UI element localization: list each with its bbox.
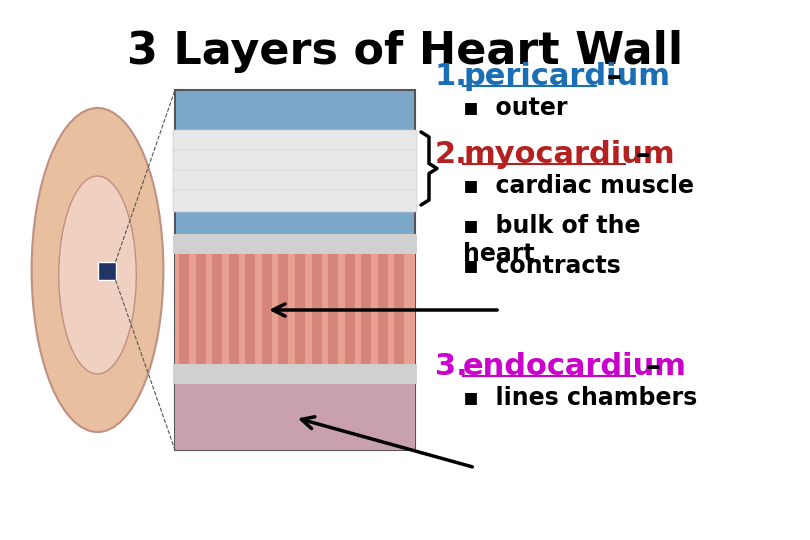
Text: myocardium: myocardium [463, 140, 675, 169]
Bar [361, 254, 371, 366]
FancyBboxPatch shape [173, 364, 417, 384]
Bar [394, 254, 404, 366]
Text: pericardium: pericardium [463, 62, 670, 91]
Text: endocardium: endocardium [463, 352, 687, 381]
Text: 3 Layers of Heart Wall: 3 Layers of Heart Wall [127, 30, 683, 73]
Bar [175, 90, 415, 450]
Text: –: – [625, 140, 651, 169]
Bar [245, 254, 255, 366]
Bar [345, 254, 355, 366]
Bar [228, 254, 239, 366]
Bar [212, 254, 222, 366]
Text: 1.: 1. [435, 62, 468, 91]
Bar [195, 254, 206, 366]
FancyBboxPatch shape [173, 170, 417, 192]
Bar [328, 254, 338, 366]
FancyBboxPatch shape [173, 234, 417, 254]
Text: –: – [635, 352, 661, 381]
Ellipse shape [59, 176, 136, 374]
Bar [279, 254, 288, 366]
Text: ▪  cardiac muscle: ▪ cardiac muscle [463, 174, 694, 198]
Text: 3.: 3. [435, 352, 467, 381]
FancyBboxPatch shape [173, 190, 417, 212]
Bar [175, 250, 415, 370]
Text: ▪  outer: ▪ outer [463, 96, 568, 120]
Bar [175, 378, 415, 450]
FancyBboxPatch shape [173, 130, 417, 152]
Text: –: – [596, 62, 622, 91]
Text: ▪  lines chambers: ▪ lines chambers [463, 386, 697, 410]
Bar [97, 262, 116, 280]
Text: 2.: 2. [435, 140, 467, 169]
FancyBboxPatch shape [173, 150, 417, 172]
Bar [377, 254, 388, 366]
Text: ▪  bulk of the
heart: ▪ bulk of the heart [463, 214, 641, 266]
Bar [312, 254, 322, 366]
Ellipse shape [32, 108, 164, 432]
Bar [295, 254, 305, 366]
Bar [179, 254, 189, 366]
Text: ▪  contracts: ▪ contracts [463, 254, 620, 278]
Bar [262, 254, 272, 366]
